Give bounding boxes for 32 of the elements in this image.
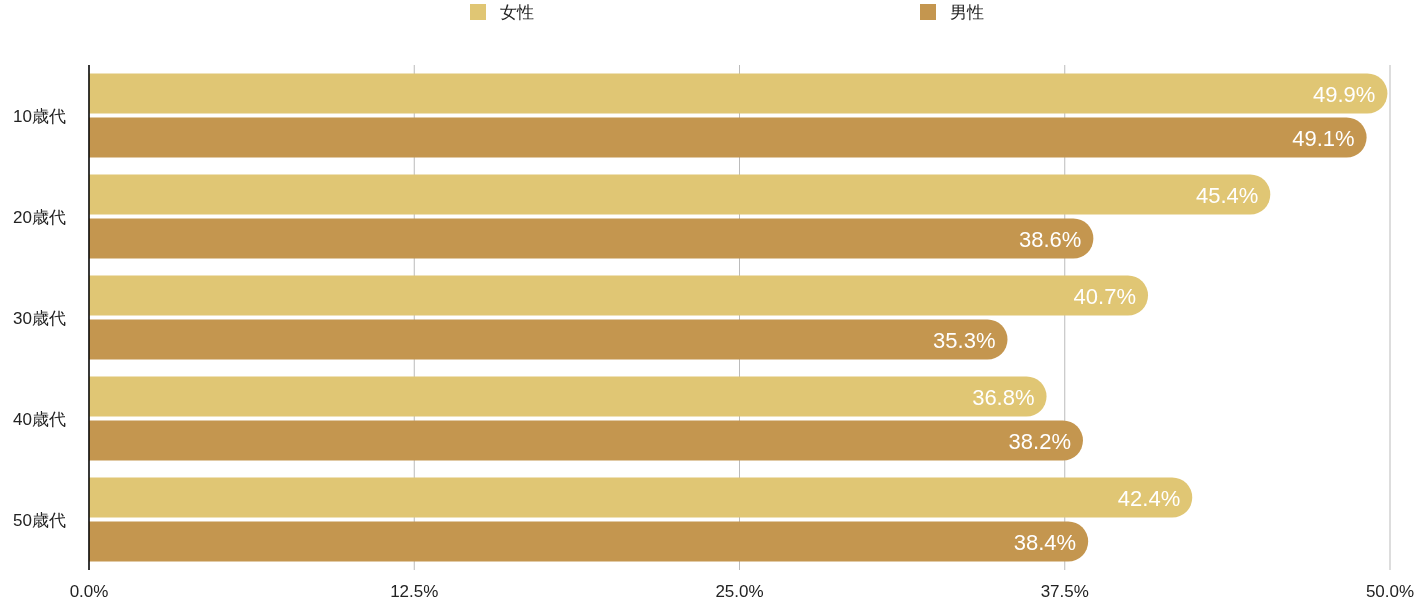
y-tick-label: 50歳代 (13, 510, 66, 530)
legend-label: 女性 (500, 3, 534, 22)
data-label: 49.9% (1313, 81, 1376, 107)
y-tick-label: 30歳代 (13, 308, 66, 328)
bar (89, 174, 1271, 215)
bar (89, 117, 1367, 158)
legend-label: 男性 (950, 3, 984, 22)
bar (89, 275, 1148, 316)
data-label: 38.2% (1008, 428, 1071, 454)
data-label: 36.8% (972, 384, 1035, 410)
data-label: 40.7% (1073, 283, 1137, 309)
x-tick-label: 25.0% (715, 582, 764, 600)
data-label: 49.1% (1292, 125, 1355, 151)
bar (89, 477, 1193, 518)
data-label: 38.6% (1018, 226, 1082, 252)
y-tick-label: 20歳代 (13, 207, 66, 227)
data-label: 35.3% (933, 327, 996, 353)
bar (89, 521, 1089, 562)
data-label: 45.4% (1195, 182, 1259, 208)
y-tick-label: 10歳代 (13, 106, 66, 126)
x-tick-label: 12.5% (390, 582, 439, 600)
x-tick-label: 37.5% (1040, 582, 1089, 600)
data-label: 42.4% (1117, 485, 1181, 511)
bar (89, 376, 1047, 417)
data-label: 38.4% (1013, 529, 1077, 555)
y-tick-label: 40歳代 (13, 409, 66, 429)
bar (89, 218, 1094, 259)
bar (89, 73, 1388, 114)
bar (89, 319, 1008, 360)
x-tick-label: 0.0% (69, 582, 109, 600)
bar (89, 420, 1083, 461)
x-tick-label: 50.0% (1365, 582, 1415, 600)
